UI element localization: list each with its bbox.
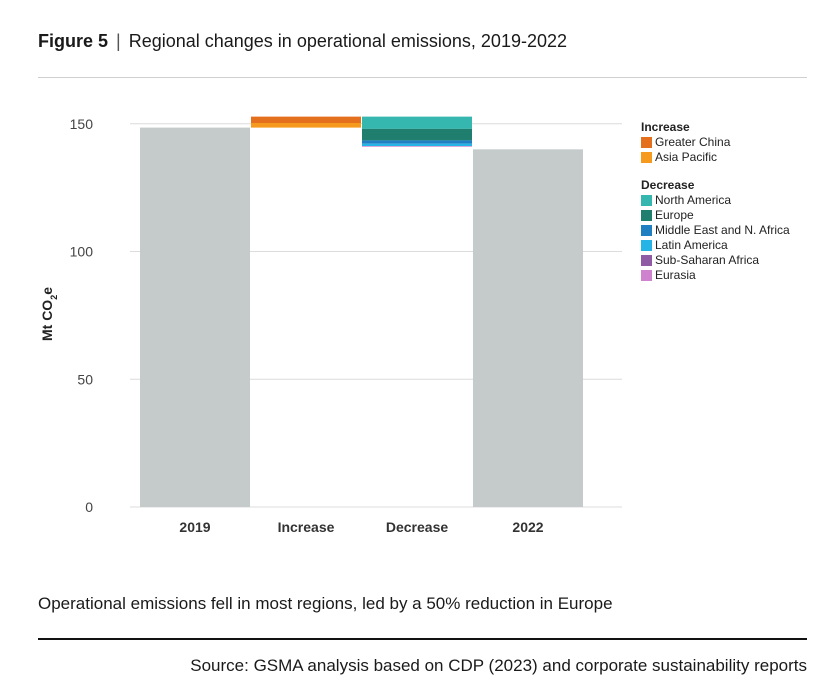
legend-item: Sub-Saharan Africa <box>641 253 790 268</box>
figure-label: Figure 5 <box>38 31 109 51</box>
bar-2019 <box>140 127 250 508</box>
x-category-label: 2022 <box>512 519 543 535</box>
legend-heading-increase: Increase <box>641 120 690 134</box>
legend-label: Greater China <box>655 135 731 149</box>
legend-label: Eurasia <box>655 268 696 282</box>
legend-items-decrease: North America Europe Middle East and N. Af… <box>641 193 790 283</box>
y-tick-label: 150 <box>70 116 94 132</box>
bar-decrease-north-america <box>362 116 472 129</box>
bar-decrease-middle-east-and-n-africa <box>362 140 472 144</box>
legend-item: Eurasia <box>641 268 790 283</box>
legend-swatch <box>641 270 652 281</box>
legend-label: Latin America <box>655 238 728 252</box>
legend-item: Latin America <box>641 238 790 253</box>
x-category-label: Decrease <box>386 519 448 535</box>
bar-2022 <box>473 149 583 508</box>
legend-label: Europe <box>655 208 694 222</box>
y-tick-label: 50 <box>77 371 93 387</box>
x-category-label: 2019 <box>179 519 210 535</box>
legend-swatch <box>641 195 652 206</box>
source-note: Source: GSMA analysis based on CDP (2023… <box>190 656 807 675</box>
legend-group-increase: Increase Greater China Asia Pacific <box>641 120 790 165</box>
legend-item: Europe <box>641 208 790 223</box>
legend-item: Middle East and N. Africa <box>641 223 790 238</box>
y-tick-label: 100 <box>70 244 94 260</box>
bar-decrease-latin-america <box>362 143 472 147</box>
y-tick-label: 0 <box>85 499 93 515</box>
legend-swatch <box>641 240 652 251</box>
bottom-rule <box>38 638 807 640</box>
bar-decrease-europe <box>362 128 472 141</box>
legend-label: Middle East and N. Africa <box>655 223 790 237</box>
bar-increase-asia-pacific <box>251 123 361 128</box>
legend-swatch <box>641 152 652 163</box>
legend-swatch <box>641 255 652 266</box>
legend-swatch <box>641 225 652 236</box>
legend: Increase Greater China Asia Pacific Decre… <box>641 120 790 296</box>
legend-label: Asia Pacific <box>655 150 718 164</box>
legend-label: Sub-Saharan Africa <box>655 253 760 267</box>
bar-increase-greater-china <box>251 116 361 124</box>
legend-heading-decrease: Decrease <box>641 178 695 192</box>
title-separator: | <box>116 31 121 51</box>
legend-item: Asia Pacific <box>641 150 790 165</box>
legend-label: North America <box>655 193 732 207</box>
legend-item: Greater China <box>641 135 790 150</box>
legend-swatch <box>641 210 652 221</box>
x-category-label: Increase <box>278 519 335 535</box>
y-axis-label: Mt CO2e <box>39 287 59 341</box>
caption: Operational emissions fell in most regio… <box>38 594 613 613</box>
figure-title-text: Regional changes in operational emission… <box>128 31 567 51</box>
legend-item: North America <box>641 193 790 208</box>
legend-items-increase: Greater China Asia Pacific <box>641 135 790 165</box>
bar-decrease-eurasia <box>362 146 472 147</box>
figure-title: Figure 5 | Regional changes in operational… <box>38 31 567 52</box>
top-rule <box>38 77 807 78</box>
legend-swatch <box>641 137 652 148</box>
legend-group-decrease: Decrease North America Europe Middle East … <box>641 178 790 283</box>
